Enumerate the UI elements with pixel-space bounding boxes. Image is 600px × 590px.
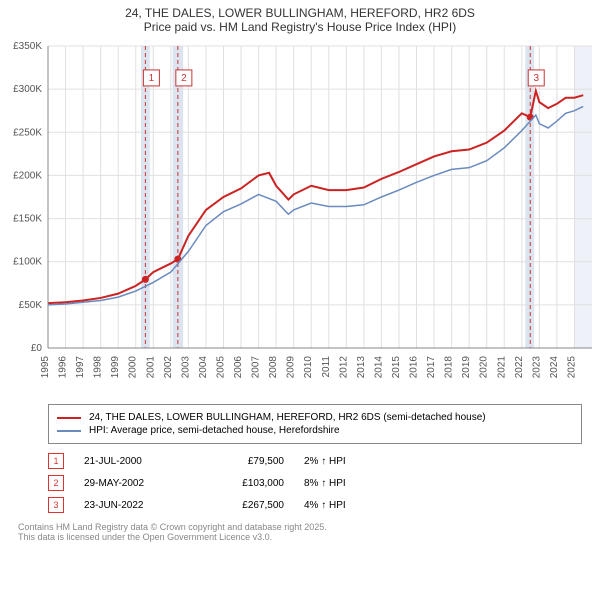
svg-text:2005: 2005 bbox=[215, 356, 226, 379]
price-chart: £0 £50K £100K £150K £200K £250K £300K £350K 1995… bbox=[0, 38, 600, 398]
svg-text:1: 1 bbox=[149, 73, 155, 84]
svg-text:2014: 2014 bbox=[373, 356, 384, 379]
svg-text:£200K: £200K bbox=[13, 170, 42, 181]
svg-text:2006: 2006 bbox=[233, 356, 244, 379]
legend-swatch bbox=[57, 430, 81, 432]
marker-price: £267,500 bbox=[204, 500, 284, 511]
svg-text:1997: 1997 bbox=[75, 356, 86, 379]
svg-text:2018: 2018 bbox=[444, 356, 455, 379]
title-subtitle: Price paid vs. HM Land Registry's House … bbox=[10, 20, 590, 34]
svg-text:2025: 2025 bbox=[566, 356, 577, 379]
svg-text:1995: 1995 bbox=[40, 356, 51, 379]
svg-text:2007: 2007 bbox=[251, 356, 262, 379]
svg-text:2010: 2010 bbox=[303, 356, 314, 379]
svg-text:2022: 2022 bbox=[514, 356, 525, 379]
footer-line2: This data is licensed under the Open Gov… bbox=[18, 532, 582, 542]
svg-text:£100K: £100K bbox=[13, 257, 42, 268]
legend-label: 24, THE DALES, LOWER BULLINGHAM, HEREFOR… bbox=[89, 412, 486, 423]
legend-item: 24, THE DALES, LOWER BULLINGHAM, HEREFOR… bbox=[57, 411, 573, 424]
svg-text:2: 2 bbox=[181, 73, 187, 84]
legend-item: HPI: Average price, semi-detached house,… bbox=[57, 424, 573, 437]
svg-text:2021: 2021 bbox=[496, 356, 507, 379]
svg-text:2023: 2023 bbox=[531, 356, 542, 379]
svg-text:2020: 2020 bbox=[479, 356, 490, 379]
marker-row: 1 21-JUL-2000 £79,500 2% ↑ HPI bbox=[48, 450, 582, 472]
marker-date: 23-JUN-2022 bbox=[84, 500, 184, 511]
marker-delta: 4% ↑ HPI bbox=[304, 500, 384, 511]
svg-text:2019: 2019 bbox=[461, 356, 472, 379]
legend-label: HPI: Average price, semi-detached house,… bbox=[89, 425, 340, 436]
svg-text:2008: 2008 bbox=[268, 356, 279, 379]
svg-text:£300K: £300K bbox=[13, 84, 42, 95]
svg-text:1999: 1999 bbox=[110, 356, 121, 379]
svg-text:1996: 1996 bbox=[58, 356, 69, 379]
svg-text:2013: 2013 bbox=[356, 356, 367, 379]
svg-text:2001: 2001 bbox=[145, 356, 156, 379]
legend-swatch bbox=[57, 417, 81, 419]
sale-markers-table: 1 21-JUL-2000 £79,500 2% ↑ HPI 2 29-MAY-2002 £… bbox=[48, 450, 582, 516]
marker-price: £103,000 bbox=[204, 478, 284, 489]
marker-row: 2 29-MAY-2002 £103,000 8% ↑ HPI bbox=[48, 472, 582, 494]
svg-text:3: 3 bbox=[533, 73, 539, 84]
marker-delta: 2% ↑ HPI bbox=[304, 456, 384, 467]
svg-text:£250K: £250K bbox=[13, 127, 42, 138]
marker-badge: 1 bbox=[48, 453, 64, 469]
marker-date: 29-MAY-2002 bbox=[84, 478, 184, 489]
svg-text:2016: 2016 bbox=[409, 356, 420, 379]
svg-text:2011: 2011 bbox=[321, 356, 332, 378]
svg-text:2004: 2004 bbox=[198, 356, 209, 379]
svg-text:2002: 2002 bbox=[163, 356, 174, 379]
legend: 24, THE DALES, LOWER BULLINGHAM, HEREFOR… bbox=[48, 404, 582, 444]
title-address: 24, THE DALES, LOWER BULLINGHAM, HEREFOR… bbox=[10, 6, 590, 20]
footer-attribution: Contains HM Land Registry data © Crown c… bbox=[18, 522, 582, 542]
marker-badge: 3 bbox=[48, 497, 64, 513]
chart-svg: £0 £50K £100K £150K £200K £250K £300K £350K 1995… bbox=[0, 38, 600, 398]
marker-row: 3 23-JUN-2022 £267,500 4% ↑ HPI bbox=[48, 494, 582, 516]
svg-text:2012: 2012 bbox=[338, 356, 349, 379]
marker-delta: 8% ↑ HPI bbox=[304, 478, 384, 489]
footer-line1: Contains HM Land Registry data © Crown c… bbox=[18, 522, 582, 532]
marker-price: £79,500 bbox=[204, 456, 284, 467]
svg-text:2024: 2024 bbox=[549, 356, 560, 379]
svg-text:£150K: £150K bbox=[13, 214, 42, 225]
marker-date: 21-JUL-2000 bbox=[84, 456, 184, 467]
svg-text:2017: 2017 bbox=[426, 356, 437, 379]
svg-text:2000: 2000 bbox=[128, 356, 139, 379]
chart-title: 24, THE DALES, LOWER BULLINGHAM, HEREFOR… bbox=[0, 0, 600, 38]
svg-text:2009: 2009 bbox=[286, 356, 297, 379]
svg-text:£0: £0 bbox=[31, 343, 43, 354]
svg-text:2015: 2015 bbox=[391, 356, 402, 379]
marker-badge: 2 bbox=[48, 475, 64, 491]
svg-text:£50K: £50K bbox=[19, 300, 43, 311]
svg-text:£350K: £350K bbox=[13, 41, 42, 52]
svg-text:2003: 2003 bbox=[180, 356, 191, 379]
svg-text:1998: 1998 bbox=[93, 356, 104, 379]
